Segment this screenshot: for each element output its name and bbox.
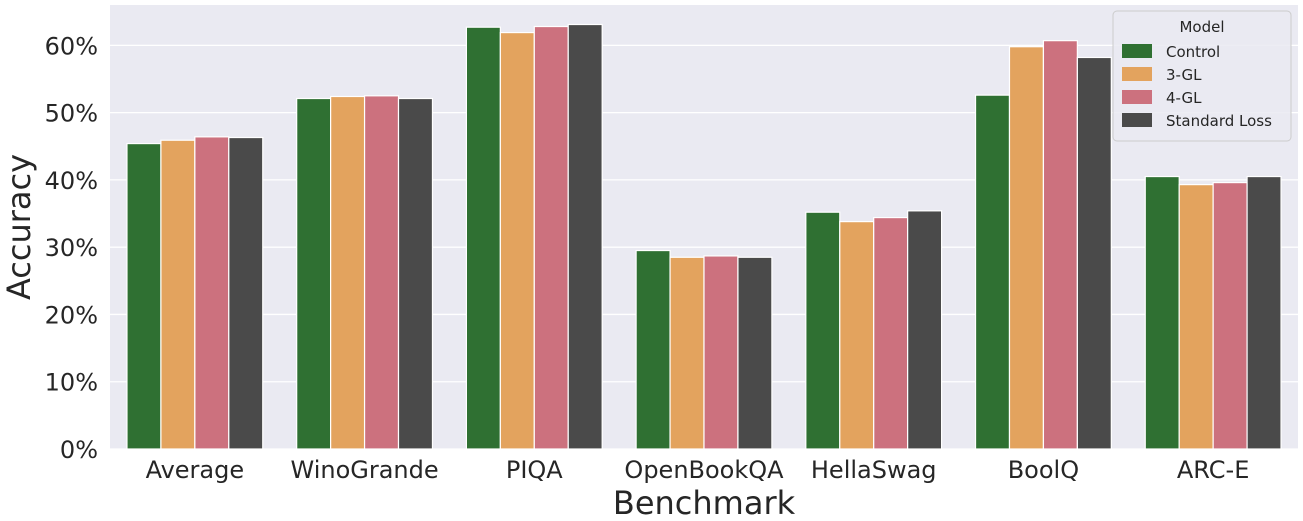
bar [567, 23, 603, 450]
bar [1008, 46, 1045, 450]
bar [1042, 40, 1078, 450]
x-tick-label: BoolQ [1008, 456, 1079, 484]
y-tick-label: 20% [45, 301, 98, 329]
bar [126, 142, 162, 450]
legend-label: 4-GL [1166, 89, 1202, 107]
bar [974, 94, 1011, 450]
y-tick-label: 50% [45, 100, 98, 128]
y-tick-labels: 0% 10% 20% 30% 40% 50% 60% [45, 32, 98, 464]
bar [330, 95, 366, 450]
legend-label: Standard Loss [1166, 112, 1272, 130]
bar [1144, 175, 1180, 450]
legend-title: Model [1179, 18, 1224, 36]
x-tick-label: WinoGrande [290, 456, 438, 484]
bar [805, 211, 841, 450]
bar [873, 216, 909, 450]
y-tick-label: 40% [45, 167, 98, 195]
bar [160, 139, 196, 450]
bar [499, 31, 535, 450]
legend: Model Control 3-GL 4-GL Standard Loss [1112, 10, 1292, 142]
legend-frame [1112, 10, 1292, 142]
y-tick-label: 10% [45, 369, 98, 397]
bar [839, 221, 875, 450]
x-tick-label: ARC-E [1177, 456, 1249, 484]
bar [296, 97, 332, 450]
legend-swatch [1122, 113, 1152, 127]
x-tick-labels: Average WinoGrande PIQA OpenBookQA HellaSwag… [146, 456, 1250, 484]
x-tick-label: PIQA [506, 456, 563, 484]
y-axis-label: Accuracy [0, 154, 38, 300]
legend-label: 3-GL [1166, 66, 1202, 84]
bar [1212, 182, 1248, 450]
legend-items: Control 3-GL 4-GL Standard Loss [1122, 43, 1272, 130]
bar [737, 256, 773, 450]
y-tick-label: 60% [45, 32, 98, 60]
y-tick-label: 0% [60, 436, 98, 464]
x-axis-label: Benchmark [613, 484, 796, 521]
bar [1178, 184, 1214, 450]
bar [397, 97, 434, 450]
bar [1076, 56, 1112, 450]
bar [363, 95, 400, 450]
bar [1246, 175, 1282, 450]
bar [907, 210, 943, 450]
bar [465, 26, 501, 450]
legend-swatch [1122, 90, 1152, 104]
bar [669, 256, 705, 450]
x-tick-label: Average [146, 456, 245, 484]
bar [533, 25, 569, 450]
x-tick-label: OpenBookQA [624, 456, 784, 484]
bar [635, 249, 671, 450]
legend-label: Control [1166, 43, 1220, 61]
legend-swatch [1122, 44, 1152, 58]
bar [228, 136, 264, 450]
bar [194, 136, 230, 450]
y-tick-label: 30% [45, 234, 98, 262]
legend-swatch [1122, 67, 1152, 81]
x-tick-label: HellaSwag [811, 456, 937, 484]
bars [126, 23, 1282, 450]
bar [703, 255, 739, 450]
